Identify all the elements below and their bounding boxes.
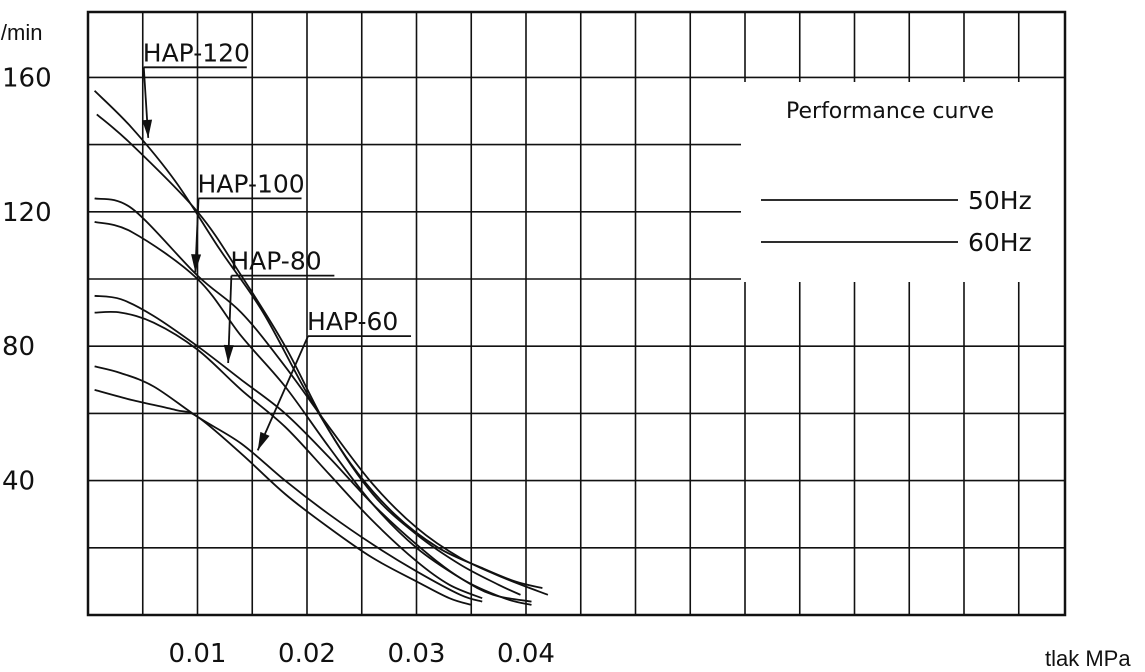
model-label-hap-80: HAP-80: [230, 247, 321, 276]
legend: Performance curve 50Hz 60Hz: [741, 82, 1065, 282]
plot-frame: [86, 10, 1067, 617]
x-tick-label-0.01: 0.01: [169, 639, 227, 669]
model-arrowhead-hap-80: [223, 344, 234, 363]
legend-background: [741, 82, 1065, 282]
x-axis-ticks: 0.01 0.02 0.03 0.04: [169, 639, 555, 669]
x-tick-label-0.03: 0.03: [388, 639, 446, 669]
model-arrowhead-hap-120: [142, 119, 153, 138]
curve-hap-60-upper: [94, 365, 483, 603]
y-tick-label-120: 120: [2, 198, 52, 228]
curve-hap-80-upper: [94, 294, 532, 606]
model-arrowhead-hap-60: [257, 431, 270, 451]
curve-hap-120-lower: [96, 113, 521, 596]
legend-label-50hz: 50Hz: [968, 186, 1032, 215]
y-tick-label-80: 80: [2, 332, 35, 362]
performance-curves: [93, 90, 549, 606]
model-label-hap-60: HAP-60: [307, 307, 398, 336]
model-arrowhead-hap-100: [191, 254, 202, 273]
x-tick-label-0.04: 0.04: [497, 639, 555, 669]
model-arrow-hap-60: [256, 335, 309, 451]
y-axis-unit: l/min: [0, 20, 42, 45]
legend-label-60hz: 60Hz: [968, 228, 1032, 257]
x-axis-unit: tlak MPa: [1045, 646, 1131, 671]
chart-title: Performance curve: [786, 99, 994, 124]
model-label-hap-120: HAP-120: [143, 38, 250, 67]
model-arrows: HAP-120 HAP-100 HAP-80 HAP-60: [142, 38, 412, 451]
y-tick-label-40: 40: [2, 467, 35, 497]
y-tick-label-160: 160: [2, 63, 52, 93]
model-label-hap-100: HAP-100: [198, 169, 305, 198]
curve-hap-80-lower: [94, 310, 483, 600]
curve-hap-60-lower: [94, 389, 472, 606]
y-axis-ticks: 40 80 120 160: [2, 63, 52, 496]
x-tick-label-0.02: 0.02: [278, 639, 336, 669]
curve-hap-120-upper: [93, 90, 543, 589]
curve-hap-100-upper: [94, 197, 549, 596]
